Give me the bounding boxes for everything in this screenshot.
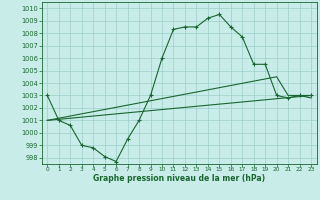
- X-axis label: Graphe pression niveau de la mer (hPa): Graphe pression niveau de la mer (hPa): [93, 174, 265, 183]
